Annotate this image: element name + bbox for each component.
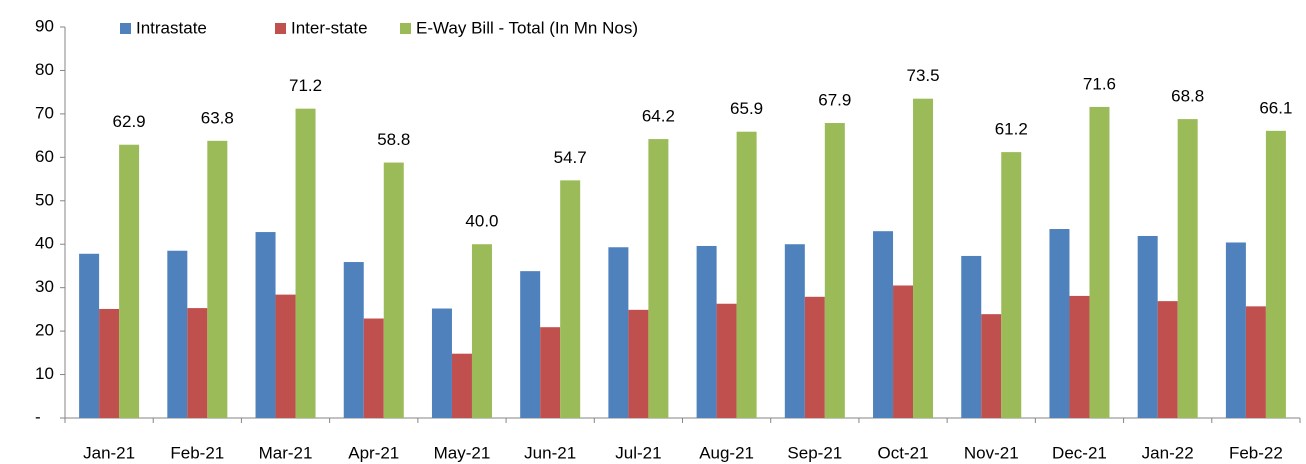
y-tick-label: - — [35, 407, 41, 426]
bar — [1177, 119, 1198, 418]
data-label: 71.6 — [1083, 74, 1116, 93]
data-label: 68.8 — [1171, 87, 1204, 106]
x-tick-label: Jul-21 — [615, 443, 661, 462]
bar — [540, 327, 561, 418]
x-tick-label: Feb-22 — [1229, 443, 1283, 462]
bar — [295, 108, 316, 419]
legend-label: E-Way Bill - Total (In Mn Nos) — [416, 18, 638, 37]
bar — [207, 140, 228, 418]
bar — [431, 308, 452, 418]
bar — [913, 98, 934, 418]
x-tick-label: Jun-21 — [524, 443, 576, 462]
bar — [451, 353, 472, 418]
y-tick-label: 90 — [35, 16, 54, 35]
data-label: 67.9 — [818, 90, 851, 109]
bar — [873, 231, 894, 418]
y-tick-label: 20 — [35, 321, 54, 340]
y-tick-label: 10 — [35, 364, 54, 383]
legend-swatch — [120, 23, 131, 34]
bar — [363, 318, 384, 418]
data-label: 58.8 — [377, 130, 410, 149]
bar — [1245, 306, 1266, 418]
data-label: 62.9 — [113, 112, 146, 131]
y-tick-label: 30 — [35, 277, 54, 296]
x-tick-label: Apr-21 — [348, 443, 399, 462]
bar — [383, 162, 404, 418]
bar — [1157, 301, 1178, 418]
data-label: 66.1 — [1259, 98, 1292, 117]
bar — [1225, 242, 1246, 418]
data-label: 71.2 — [289, 76, 322, 95]
bar — [1089, 106, 1110, 418]
bar — [1137, 235, 1158, 418]
bar — [893, 285, 914, 418]
bar — [79, 253, 100, 418]
bar — [167, 250, 188, 418]
y-tick-label: 80 — [35, 60, 54, 79]
legend-swatch — [400, 23, 411, 34]
bar — [187, 308, 208, 418]
bar — [824, 123, 845, 419]
data-label: 73.5 — [906, 66, 939, 85]
bar — [716, 303, 737, 418]
legend-label: Intrastate — [136, 18, 207, 37]
bar — [343, 262, 364, 418]
bar — [608, 247, 629, 418]
bar — [275, 294, 296, 418]
bar — [1001, 152, 1022, 418]
bar — [255, 232, 276, 418]
bar — [119, 144, 140, 419]
bar — [560, 180, 581, 418]
bar — [784, 244, 805, 418]
data-label: 65.9 — [730, 99, 763, 118]
x-tick-label: Nov-21 — [964, 443, 1019, 462]
bar — [648, 139, 669, 418]
bar — [696, 245, 717, 418]
bar — [99, 308, 120, 418]
data-label: 63.8 — [201, 108, 234, 127]
bar — [736, 131, 757, 418]
x-tick-label: Jan-21 — [83, 443, 135, 462]
data-label: 40.0 — [465, 212, 498, 231]
legend-label: Inter-state — [291, 18, 368, 37]
bar — [628, 309, 649, 418]
bar — [471, 244, 492, 418]
y-tick-label: 40 — [35, 234, 54, 253]
bar — [520, 271, 541, 418]
x-tick-label: May-21 — [434, 443, 491, 462]
x-tick-label: Aug-21 — [699, 443, 754, 462]
legend-swatch — [275, 23, 286, 34]
data-label: 64.2 — [642, 107, 675, 126]
x-tick-label: Oct-21 — [878, 443, 929, 462]
x-tick-label: Jan-22 — [1142, 443, 1194, 462]
x-tick-label: Sep-21 — [787, 443, 842, 462]
x-tick-label: Mar-21 — [259, 443, 313, 462]
x-tick-label: Dec-21 — [1052, 443, 1107, 462]
bar — [1069, 295, 1090, 418]
y-tick-label: 60 — [35, 147, 54, 166]
bar — [981, 314, 1002, 418]
y-tick-label: 50 — [35, 190, 54, 209]
data-label: 61.2 — [995, 120, 1028, 139]
bar — [1265, 130, 1286, 419]
bar — [804, 296, 825, 418]
x-tick-label: Feb-21 — [170, 443, 224, 462]
y-tick-label: 70 — [35, 103, 54, 122]
bar — [1049, 229, 1070, 418]
bar — [961, 255, 982, 418]
data-label: 54.7 — [554, 148, 587, 167]
